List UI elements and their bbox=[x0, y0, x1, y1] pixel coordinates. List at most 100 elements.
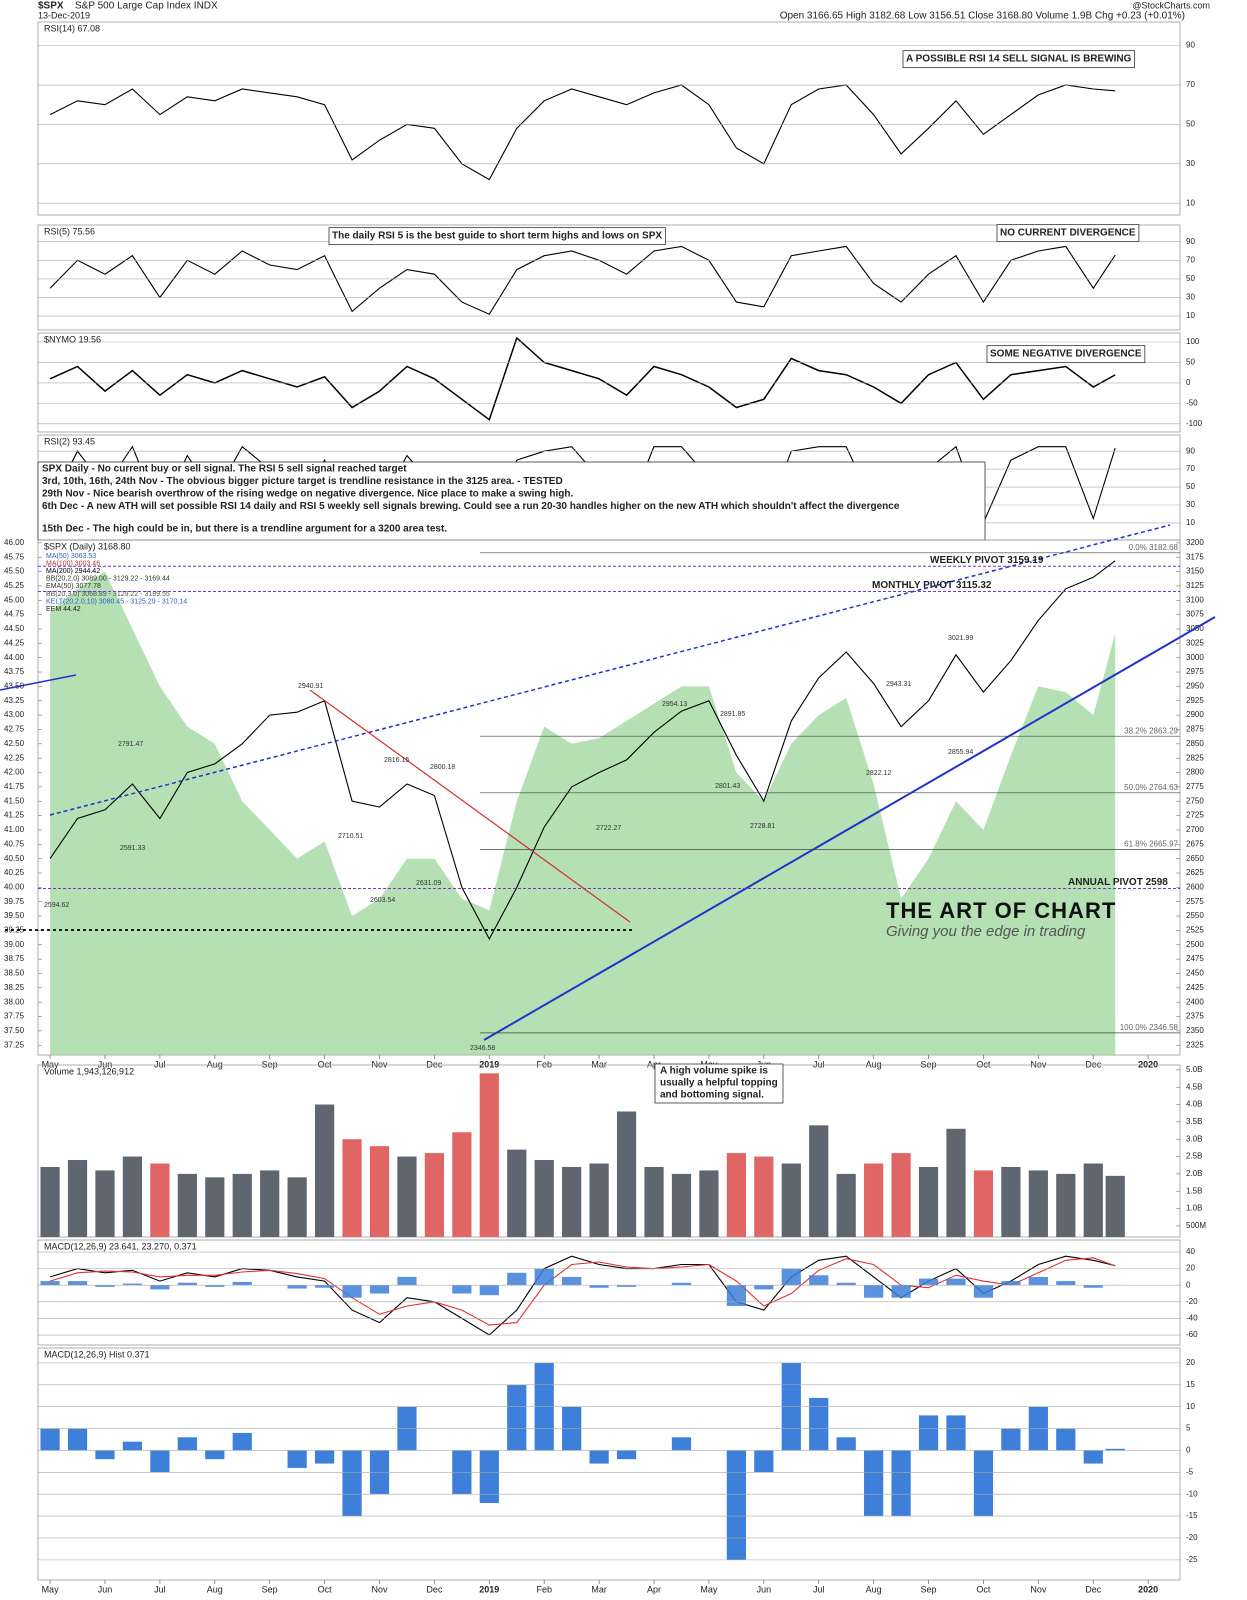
y2-tick-label: 39.75 bbox=[4, 897, 25, 906]
indicator-label: EMA(50) 3077.78 bbox=[46, 583, 101, 590]
y-tick-label: -60 bbox=[1186, 1330, 1198, 1339]
trendline bbox=[483, 616, 1216, 1041]
histogram-bar bbox=[671, 1282, 692, 1286]
histogram-bar bbox=[781, 1268, 801, 1286]
x-tick-label: Aug bbox=[866, 1584, 882, 1594]
histogram-bar bbox=[1001, 1281, 1021, 1286]
x-tick-label: Sep bbox=[921, 1059, 937, 1069]
quote: Open 3166.65 High 3182.68 Low 3156.51 Cl… bbox=[780, 11, 1185, 22]
x-tick-label: 2020 bbox=[1138, 1584, 1158, 1594]
price-label: 2855.94 bbox=[948, 749, 973, 756]
y2-tick-label: 39.50 bbox=[4, 911, 25, 920]
y-tick-label: 5.0B bbox=[1186, 1065, 1202, 1074]
y-tick-label: 0 bbox=[1186, 1446, 1191, 1455]
x-tick-label: Sep bbox=[262, 1584, 278, 1594]
y-tick-label: 2325 bbox=[1186, 1040, 1204, 1049]
x-tick-label: Nov bbox=[1030, 1584, 1047, 1594]
histogram-bar bbox=[397, 1276, 417, 1286]
price-label: 2591.33 bbox=[120, 845, 145, 852]
x-tick-label: May bbox=[42, 1584, 60, 1594]
histogram-bar bbox=[836, 1282, 856, 1286]
x-tick-label: Jun bbox=[98, 1584, 113, 1594]
bar bbox=[507, 1384, 527, 1451]
bar bbox=[1001, 1166, 1021, 1237]
bar bbox=[1083, 1450, 1103, 1464]
bar bbox=[836, 1173, 856, 1237]
indicator-label: KELT(20,2.0,10) 3080.45 - 3125.29 - 3170… bbox=[46, 598, 187, 605]
note-line: 6th Dec - A new ATH will set possible RS… bbox=[42, 501, 900, 512]
price-label: 2816.15 bbox=[384, 757, 409, 764]
price-label: 2791.47 bbox=[118, 741, 143, 748]
line bbox=[49, 1255, 1116, 1336]
bar bbox=[589, 1163, 609, 1237]
bar bbox=[122, 1441, 143, 1451]
y-tick-label: 3100 bbox=[1186, 595, 1204, 604]
y2-tick-label: 38.50 bbox=[4, 969, 25, 978]
trendline bbox=[0, 674, 77, 691]
y-tick-label: 2725 bbox=[1186, 811, 1204, 820]
y-tick-label: 4.0B bbox=[1186, 1100, 1202, 1109]
y2-tick-label: 40.75 bbox=[4, 839, 25, 848]
histogram-bar bbox=[452, 1285, 472, 1294]
y-tick-label: 10 bbox=[1186, 198, 1195, 207]
histogram-bar bbox=[946, 1278, 966, 1286]
y-tick-label: -15 bbox=[1186, 1511, 1198, 1520]
annotation: and bottoming signal. bbox=[660, 1090, 764, 1101]
y-tick-label: -40 bbox=[1186, 1314, 1198, 1323]
histogram-bar bbox=[150, 1285, 170, 1290]
x-tick-label: Oct bbox=[318, 1584, 333, 1594]
bar bbox=[1056, 1428, 1076, 1451]
pivot-label: WEEKLY PIVOT 3159.19 bbox=[930, 555, 1044, 566]
price-label: 2710.51 bbox=[338, 833, 363, 840]
panel-frame bbox=[37, 1064, 1181, 1238]
y-tick-label: 2625 bbox=[1186, 868, 1204, 877]
bar bbox=[1105, 1448, 1125, 1451]
price-label: 2722.27 bbox=[596, 825, 621, 832]
y2-tick-label: 42.75 bbox=[4, 725, 25, 734]
panel-title: MACD(12,26,9) 23.641, 23.270, 0.371 bbox=[44, 1241, 197, 1251]
histogram-bar bbox=[369, 1285, 390, 1294]
area bbox=[50, 571, 1116, 1055]
y-tick-label: 50 bbox=[1186, 358, 1195, 367]
bar bbox=[287, 1177, 307, 1237]
x-tick-label: Jun bbox=[98, 1059, 113, 1069]
source: @StockCharts.com bbox=[1132, 0, 1210, 10]
bar bbox=[726, 1450, 746, 1560]
x-tick-label: Aug bbox=[866, 1059, 882, 1069]
note-box bbox=[37, 461, 986, 541]
note-line: 3rd, 10th, 16th, 24th Nov - The obvious … bbox=[42, 476, 563, 487]
bar bbox=[369, 1146, 390, 1237]
y2-tick-label: 44.50 bbox=[4, 624, 25, 633]
y-tick-label: 70 bbox=[1186, 464, 1195, 473]
annotation: A high volume spike is bbox=[660, 1066, 768, 1077]
fib-label: 38.2% 2863.29 bbox=[1124, 726, 1178, 735]
price-label: 2603.54 bbox=[370, 897, 395, 904]
y2-tick-label: 40.00 bbox=[4, 882, 25, 891]
y-tick-label: 0 bbox=[1186, 378, 1191, 387]
trendline bbox=[309, 689, 631, 923]
watermark-subtitle: Giving you the edge in trading bbox=[886, 923, 1086, 940]
x-tick-label: Sep bbox=[262, 1059, 278, 1069]
panel-title: $NYMO 19.56 bbox=[44, 334, 101, 344]
histogram-bar bbox=[864, 1285, 884, 1298]
y-tick-label: 1.5B bbox=[1186, 1186, 1202, 1195]
x-tick-label: Aug bbox=[207, 1584, 223, 1594]
line bbox=[49, 245, 1116, 315]
y-tick-label: 2350 bbox=[1186, 1026, 1204, 1035]
bar bbox=[150, 1163, 170, 1237]
y-tick-label: 2950 bbox=[1186, 682, 1204, 691]
y-tick-label: 4.5B bbox=[1186, 1082, 1202, 1091]
panel-frame bbox=[37, 1347, 1181, 1581]
y2-tick-label: 39.00 bbox=[4, 940, 25, 949]
panel-title: MACD(12,26,9) Hist 0.371 bbox=[44, 1349, 150, 1359]
y-tick-label: -50 bbox=[1186, 398, 1198, 407]
y-tick-label: 10 bbox=[1186, 311, 1195, 320]
histogram-bar bbox=[67, 1281, 88, 1286]
y-tick-label: 3025 bbox=[1186, 638, 1204, 647]
panel-title: Volume 1,943,126,912 bbox=[44, 1066, 134, 1076]
bar bbox=[205, 1177, 225, 1237]
y2-tick-label: 41.00 bbox=[4, 825, 25, 834]
histogram-bar bbox=[40, 1281, 60, 1286]
y-tick-label: 3175 bbox=[1186, 552, 1204, 561]
y2-tick-label: 41.75 bbox=[4, 782, 25, 791]
